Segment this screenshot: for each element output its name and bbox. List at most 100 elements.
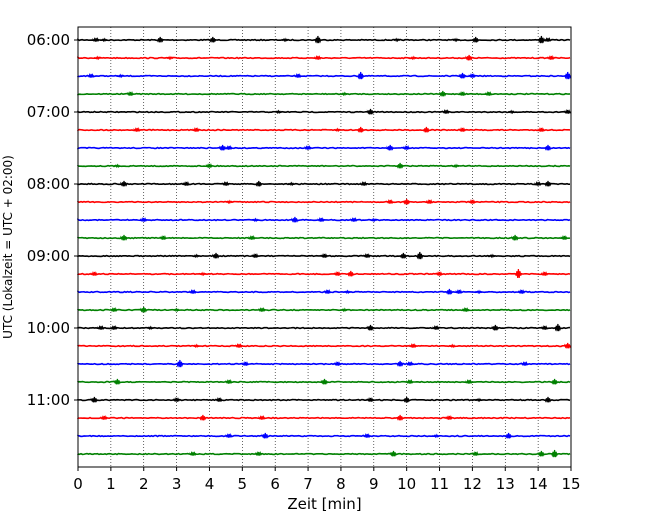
seismic-event <box>140 306 148 313</box>
trace-07:00 <box>77 108 572 115</box>
seismic-event <box>508 109 516 115</box>
seismic-event <box>521 361 529 366</box>
seismic-event <box>403 198 411 205</box>
seismic-event <box>452 37 460 43</box>
trace-line <box>77 92 571 96</box>
seismic-event <box>173 397 181 402</box>
seismic-event <box>416 251 424 260</box>
seismic-event <box>225 145 233 150</box>
seismic-event <box>544 180 552 187</box>
seismic-event <box>458 127 466 132</box>
seismic-event <box>94 55 102 61</box>
trace-line <box>77 272 571 276</box>
seismic-event <box>544 144 552 151</box>
seismic-event <box>551 378 559 385</box>
seismic-event <box>396 360 404 367</box>
seismic-event <box>409 55 417 61</box>
x-grid-lines <box>110 27 539 467</box>
seismic-event <box>182 181 190 186</box>
seismic-event <box>403 396 411 403</box>
seismic-event <box>258 307 266 312</box>
seismic-event <box>100 37 108 43</box>
seismic-event <box>537 450 545 457</box>
seismic-event <box>449 343 456 349</box>
trace-09:00 <box>77 251 571 260</box>
seismic-event <box>159 235 167 240</box>
seismic-event <box>462 307 470 312</box>
seismic-event <box>406 361 414 366</box>
trace-09:45 <box>77 306 571 313</box>
seismic-event <box>87 73 95 78</box>
seismic-event <box>255 451 263 456</box>
seismic-event <box>564 342 572 349</box>
seismic-event <box>468 73 476 78</box>
seismic-event <box>324 289 332 294</box>
seismic-event <box>422 126 430 133</box>
x-axis-ticks: 0 1 2 3 4 5 6 7 8 9 10 11 12 13 14 15 <box>73 467 581 493</box>
trace-09:30 <box>77 288 571 295</box>
seismic-event <box>258 415 266 420</box>
trace-08:00 <box>77 180 571 187</box>
seismic-event <box>366 324 375 331</box>
seismic-event <box>472 451 480 456</box>
seismic-event <box>370 217 378 223</box>
trace-11:45 <box>77 449 571 458</box>
trace-10:45 <box>77 378 571 385</box>
trace-line <box>77 200 571 204</box>
seismic-event <box>541 271 549 276</box>
trace-line <box>77 236 571 240</box>
seismic-event <box>248 235 256 240</box>
trace-07:15 <box>77 126 571 133</box>
seismic-event <box>192 343 200 349</box>
seismic-event <box>514 268 522 278</box>
trace-line <box>77 434 571 438</box>
trace-line <box>77 56 571 60</box>
x-tick-label: 3 <box>172 475 182 493</box>
seismic-event <box>100 415 108 420</box>
seismic-event <box>251 217 259 223</box>
seismic-event <box>399 252 407 259</box>
seismic-event <box>403 145 411 150</box>
trace-10:30 <box>77 359 571 368</box>
y-tick-label: 10:00 <box>27 319 70 337</box>
trace-line <box>77 416 571 420</box>
seismic-event <box>445 415 453 420</box>
y-axis-ticks: 06:00 07:00 08:00 09:00 10:00 11:00 <box>27 31 78 409</box>
x-tick-label: 6 <box>270 475 280 493</box>
trace-07:45 <box>77 162 571 169</box>
seismic-event <box>541 325 549 330</box>
x-tick-label: 13 <box>496 475 515 493</box>
seismic-event <box>314 55 322 60</box>
trace-11:30 <box>77 432 571 439</box>
seismic-event <box>235 343 243 348</box>
seismic-event <box>465 379 473 384</box>
seismic-event <box>491 324 499 331</box>
seismic-event <box>314 35 322 44</box>
seismic-event <box>363 253 371 258</box>
trace-08:15 <box>77 198 571 205</box>
seismic-event <box>225 379 233 384</box>
x-tick-label: 10 <box>397 475 416 493</box>
seismic-event <box>320 253 328 258</box>
seismic-event <box>468 199 476 204</box>
seismic-event <box>288 181 295 187</box>
seismic-event <box>432 433 440 439</box>
seismic-event <box>386 199 394 204</box>
seismic-event <box>140 217 148 222</box>
x-tick-label: 4 <box>205 475 215 493</box>
seismic-event <box>442 109 450 114</box>
seismic-event <box>334 127 341 133</box>
seismic-event <box>90 396 98 403</box>
seismic-event <box>146 325 154 331</box>
seismic-event <box>537 35 545 44</box>
seismic-event <box>426 199 434 204</box>
seismic-event <box>363 433 371 438</box>
seismic-event <box>534 181 542 186</box>
seismic-event <box>389 450 398 457</box>
trace-line <box>77 398 571 402</box>
seismic-event <box>458 72 467 79</box>
seismic-event <box>120 234 128 241</box>
seismic-event <box>113 163 121 169</box>
x-tick-label: 11 <box>430 475 449 493</box>
x-axis-label: Zeit [min] <box>287 495 361 513</box>
